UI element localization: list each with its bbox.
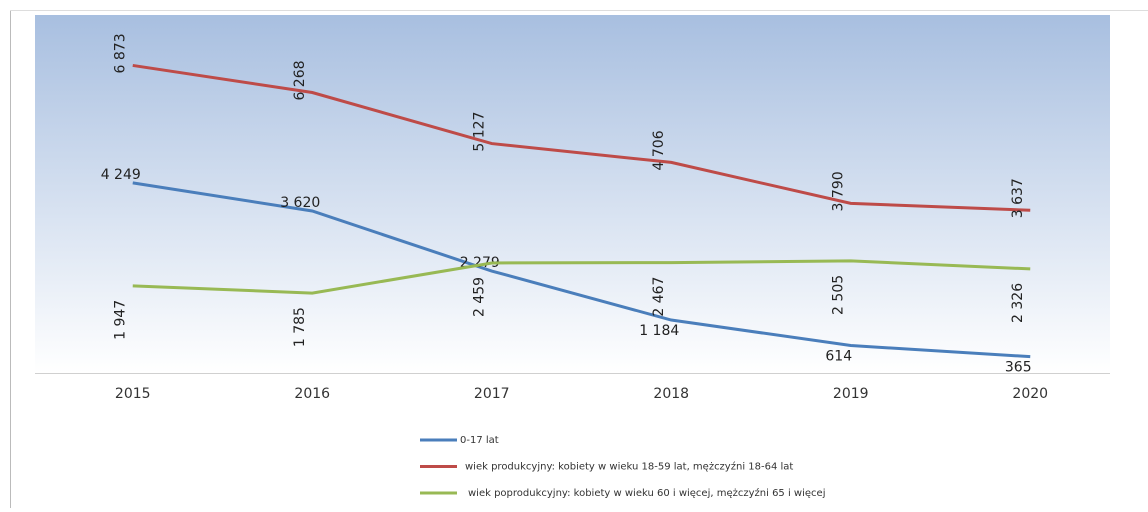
- plot-area: [35, 15, 1110, 373]
- data-label: 1 947: [113, 300, 129, 340]
- series-line: [132, 259, 1031, 295]
- x-tick-label: 2015: [115, 386, 151, 402]
- legend-label: wiek poprodukcyjny: kobiety w wieku 60 i…: [468, 487, 825, 499]
- data-label: 2 505: [831, 275, 847, 315]
- data-label: 4 249: [101, 167, 141, 183]
- data-label: 365: [1005, 360, 1032, 376]
- data-label: 2 326: [1010, 283, 1026, 323]
- data-label: 4 706: [651, 130, 667, 170]
- data-label: 3 620: [280, 195, 320, 211]
- x-tick-label: 2020: [1012, 386, 1048, 402]
- x-tick-label: 2018: [653, 386, 689, 402]
- data-label: 2 467: [651, 277, 667, 317]
- x-tick-label: 2016: [294, 386, 330, 402]
- legend-label: wiek produkcyjny: kobiety w wieku 18-59 …: [465, 461, 793, 473]
- data-label: 2 459: [472, 277, 488, 317]
- x-tick-label: 2017: [474, 386, 510, 402]
- data-label: 3 790: [831, 171, 847, 211]
- data-label: 6 873: [113, 33, 129, 73]
- data-label: 5 127: [472, 112, 488, 152]
- legend-label: 0-17 lat: [460, 435, 499, 446]
- data-label: 614: [825, 349, 852, 365]
- data-label: 1 184: [639, 323, 679, 339]
- data-label: 1 785: [292, 307, 308, 347]
- series-line: [132, 63, 1031, 212]
- data-label: 6 268: [292, 60, 308, 100]
- data-label: 3 637: [1010, 178, 1026, 218]
- series-line: [132, 181, 1031, 359]
- x-tick-label: 2019: [833, 386, 869, 402]
